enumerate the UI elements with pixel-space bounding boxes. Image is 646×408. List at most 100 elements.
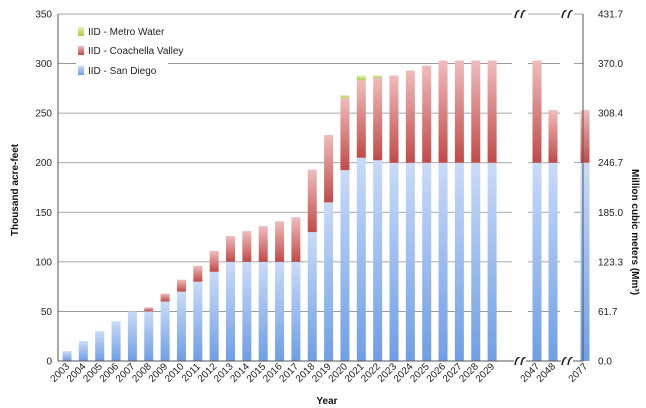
y-tick-label-right: 61.7 — [598, 307, 618, 318]
y-tick-label-right: 0.0 — [598, 357, 612, 368]
y-tick-label-left: 350 — [35, 10, 52, 21]
y-tick-label-right: 431.7 — [598, 10, 623, 21]
bar-coachella-valley — [291, 217, 301, 262]
bar-san-diego — [193, 281, 203, 361]
bar-metro-water — [373, 75, 383, 78]
bar-san-diego — [532, 162, 542, 361]
bar-san-diego — [307, 232, 317, 361]
bar-san-diego — [580, 162, 590, 361]
bar-san-diego — [422, 162, 432, 361]
bar-coachella-valley — [373, 77, 383, 161]
bar-san-diego — [389, 162, 399, 361]
bar-coachella-valley — [144, 307, 154, 312]
bar-san-diego — [373, 160, 383, 361]
bar-coachella-valley — [193, 265, 203, 282]
bar-san-diego — [291, 261, 301, 361]
y-tick-labels-right: 0.0 61.7 123.3 185.0 246.7 308.4 370.0 431.7 — [598, 10, 623, 368]
bar-coachella-valley — [471, 60, 481, 163]
x-tick-labels: 2003200420052006200720082009201020112012… — [49, 361, 591, 385]
axis-break-symbol — [514, 9, 520, 19]
bar-coachella-valley — [324, 134, 334, 203]
bar-coachella-valley — [176, 279, 186, 292]
legend-swatch-coachella-valley — [78, 46, 84, 55]
bar-coachella-valley — [389, 75, 399, 163]
bar-san-diego — [487, 162, 497, 361]
axis-break-symbol — [520, 356, 526, 366]
axes — [57, 14, 584, 362]
bar-coachella-valley — [548, 110, 558, 163]
x-axis-title: Year — [316, 396, 337, 407]
y-tick-label-right: 308.4 — [598, 109, 623, 120]
bar-san-diego — [144, 311, 154, 361]
bars — [62, 60, 590, 361]
bar-coachella-valley — [275, 221, 285, 262]
bar-coachella-valley — [438, 60, 448, 163]
legend-label-coachella-valley: IID - Coachella Valley — [88, 46, 183, 57]
bar-san-diego — [548, 162, 558, 361]
bar-coachella-valley — [242, 231, 252, 262]
bar-san-diego — [160, 301, 170, 361]
axis-break-symbol — [561, 356, 567, 366]
y-tick-label-left: 100 — [35, 257, 52, 268]
legend: IID - Metro Water IID - Coachella Valley… — [76, 22, 183, 86]
x-tick-label: 2029 — [474, 361, 498, 385]
bar-san-diego — [275, 261, 285, 361]
legend-label-metro-water: IID - Metro Water — [88, 27, 165, 38]
axis-breaks — [514, 8, 573, 367]
y-tick-label-right: 185.0 — [598, 208, 623, 219]
y-axis-title-left: Thousand acre-feet — [10, 143, 21, 236]
bar-metro-water — [356, 75, 366, 81]
bar-san-diego — [176, 291, 186, 361]
axis-break-symbol — [520, 9, 526, 19]
bar-san-diego — [62, 351, 72, 361]
bar-san-diego — [127, 311, 137, 361]
y-tick-label-left: 150 — [35, 208, 52, 219]
bar-coachella-valley — [422, 65, 432, 163]
legend-swatch-san-diego — [78, 66, 84, 75]
y-tick-label-left: 0 — [46, 357, 52, 368]
bar-san-diego — [226, 261, 235, 361]
bar-coachella-valley — [226, 236, 235, 262]
bar-coachella-valley — [405, 70, 415, 163]
legend-label-san-diego: IID - San Diego — [88, 66, 157, 77]
bar-san-diego — [324, 202, 334, 361]
y-axis-title-right: Million cubic meters (Mm³) — [629, 169, 640, 295]
bar-san-diego — [111, 321, 121, 361]
legend-background — [76, 22, 168, 86]
bar-coachella-valley — [160, 293, 170, 302]
bar-coachella-valley — [258, 226, 268, 262]
bar-coachella-valley — [340, 97, 350, 171]
bar-san-diego — [95, 331, 105, 361]
bar-coachella-valley — [532, 60, 542, 163]
bar-coachella-valley — [454, 60, 464, 163]
axis-break-symbol — [567, 356, 573, 366]
bar-san-diego — [471, 162, 481, 361]
bar-san-diego — [340, 170, 350, 361]
y-tick-labels-left: 0 50 100 150 200 250 300 350 — [35, 10, 52, 368]
bar-san-diego — [242, 261, 252, 361]
bar-san-diego — [356, 157, 366, 361]
y-tick-label-right: 370.0 — [598, 59, 623, 70]
y-tick-label-right: 246.7 — [598, 158, 623, 169]
bar-metro-water — [340, 95, 350, 98]
legend-swatch-metro-water — [78, 27, 84, 36]
bar-coachella-valley — [580, 110, 590, 163]
bar-coachella-valley — [209, 250, 219, 272]
y-tick-label-left: 200 — [35, 158, 52, 169]
bar-san-diego — [438, 162, 448, 361]
y-tick-label-right: 123.3 — [598, 257, 623, 268]
x-tick-label: 2048 — [535, 361, 559, 385]
bar-coachella-valley — [356, 80, 366, 158]
bar-coachella-valley — [487, 60, 497, 163]
bar-san-diego — [209, 271, 219, 361]
bar-san-diego — [78, 341, 88, 361]
bar-san-diego — [405, 162, 415, 361]
y-tick-label-left: 250 — [35, 109, 52, 120]
bar-san-diego — [454, 162, 464, 361]
y-tick-label-left: 50 — [41, 307, 53, 318]
axis-break-symbol — [514, 356, 520, 366]
bar-san-diego — [258, 261, 268, 361]
bar-coachella-valley — [307, 169, 317, 233]
axis-break-symbol — [561, 9, 567, 19]
